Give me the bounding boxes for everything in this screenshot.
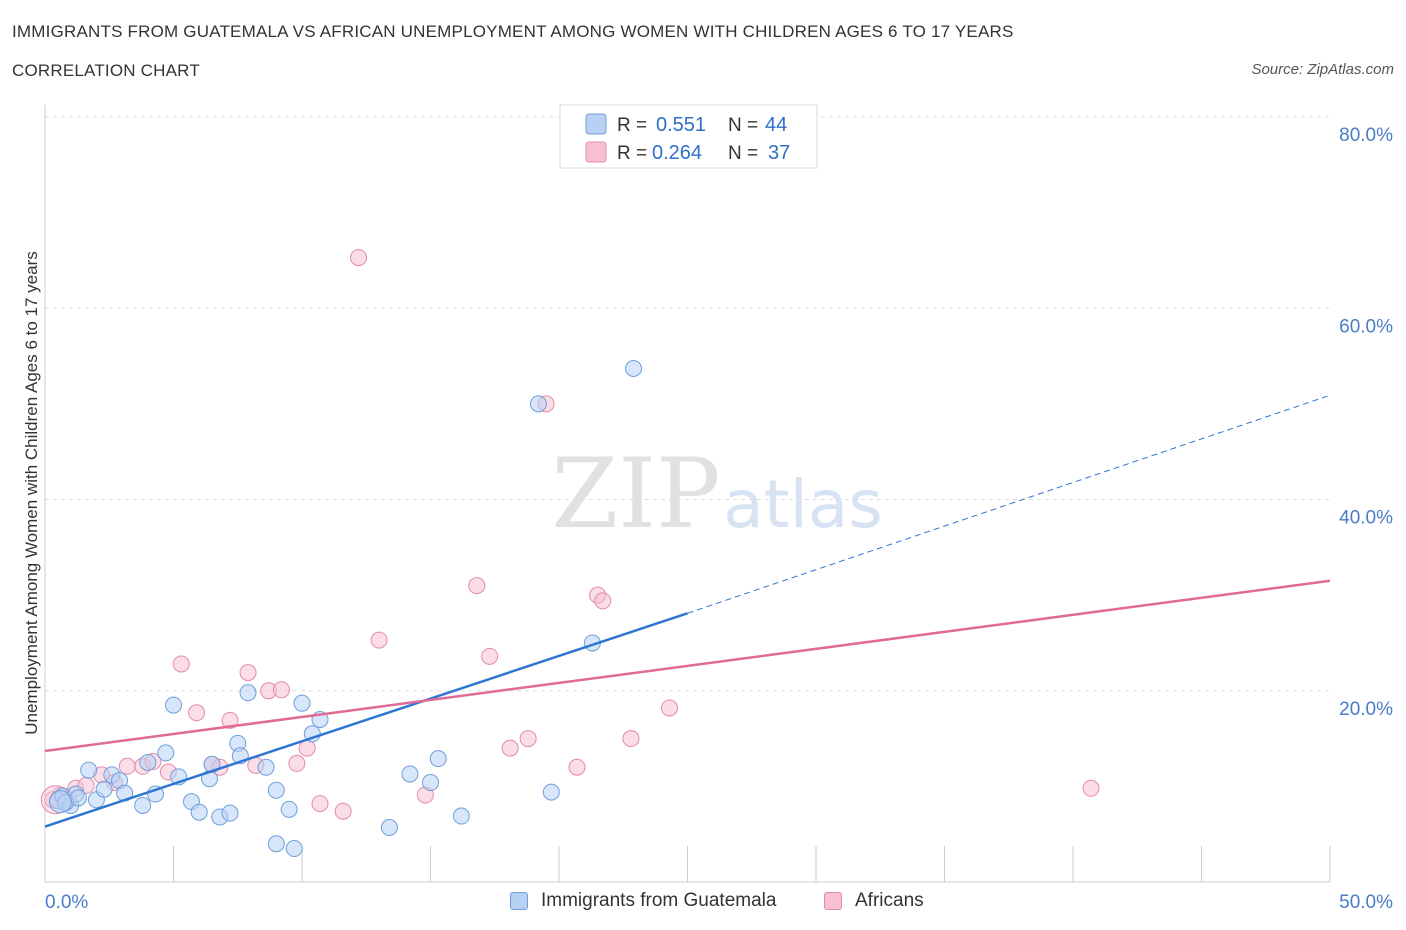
- watermark-atlas: atlas: [723, 466, 883, 543]
- guatemala-point-27: [267, 835, 285, 853]
- africans-point-28: [481, 647, 499, 665]
- stats-legend-swatch-pink: [585, 141, 607, 163]
- legend-label-guatemala: Immigrants from Guatemala: [541, 890, 777, 911]
- grid-layer: [45, 116, 1330, 692]
- stats-legend-r-value-2: 0.264: [652, 142, 702, 164]
- stats-legend: R = 0.551 N = 44 R = 0.264 N = 37: [559, 104, 818, 169]
- series-legend: Immigrants from Guatemala Africans: [0, 888, 1406, 916]
- africans-point-34: [594, 592, 612, 610]
- africans-point-16: [239, 664, 257, 682]
- africans-point-22: [311, 795, 329, 813]
- guatemala-point-10: [134, 797, 152, 814]
- guatemala-point-38: [529, 395, 547, 413]
- axis-layer: [44, 105, 1331, 883]
- x-tick-label-0: 0.0%: [45, 892, 88, 913]
- guatemala-point-24: [239, 684, 257, 702]
- guatemala-point-4: [80, 761, 98, 779]
- africans-point-12: [188, 704, 206, 722]
- guatemala-points: [48, 359, 643, 858]
- africans-point-20: [288, 754, 306, 772]
- africans-point-35: [622, 730, 640, 748]
- legend-item-guatemala: Immigrants from Guatemala: [510, 890, 776, 912]
- stats-legend-n-label-2: N =: [728, 143, 758, 164]
- africans-point-19: [272, 681, 290, 699]
- guatemala-point-30: [293, 694, 311, 712]
- trend-lines: [44, 394, 1331, 828]
- guatemala-point-25: [257, 758, 275, 776]
- stats-legend-n-value-2: 37: [768, 142, 790, 164]
- africans-point-29: [501, 739, 519, 757]
- stats-legend-swatch-blue: [585, 113, 607, 135]
- africans-point-27: [468, 577, 486, 595]
- guatemala-point-13: [157, 744, 175, 762]
- legend-swatch-guatemala: [510, 892, 528, 910]
- axis-labels: 20.0% 40.0% 60.0% 80.0% 0.0% 50.0% Unemploymen…: [22, 125, 1393, 913]
- guatemala-point-6: [95, 780, 113, 798]
- guatemala-point-15: [165, 696, 182, 714]
- watermark: ZIP atlas: [551, 438, 882, 550]
- stats-legend-n-label-1: N =: [728, 115, 758, 136]
- y-tick-label-3: 80.0%: [1339, 125, 1393, 146]
- guatemala-point-34: [401, 765, 419, 783]
- guatemala-point-41: [625, 359, 643, 377]
- guatemala-point-36: [429, 750, 447, 768]
- stats-legend-r-value-1: 0.551: [656, 114, 706, 136]
- guatemala-point-21: [221, 804, 239, 822]
- x-tick-label-1: 50.0%: [1339, 892, 1393, 913]
- y-axis-title: Unemployment Among Women with Children A…: [22, 251, 41, 735]
- africans-point-37: [1082, 779, 1100, 797]
- guatemala-point-17: [190, 803, 208, 821]
- africans-point-11: [172, 655, 190, 673]
- guatemala-point-11: [139, 753, 157, 771]
- y-tick-label-1: 40.0%: [1339, 508, 1393, 529]
- stats-legend-r-label-2: R =: [617, 143, 647, 164]
- africans-point-32: [568, 758, 586, 776]
- chart-subtitle: CORRELATION CHART: [12, 61, 200, 80]
- stats-legend-r-label-1: R =: [617, 115, 647, 136]
- africans-point-7: [118, 757, 136, 775]
- guatemala-point-33: [380, 818, 398, 836]
- guatemala-point-29: [285, 840, 303, 858]
- y-tick-label-0: 20.0%: [1339, 699, 1393, 720]
- chart-title: IMMIGRANTS FROM GUATEMALA VS AFRICAN UNE…: [12, 22, 1014, 41]
- guatemala-point-43: [69, 789, 87, 807]
- guatemala-point-35: [422, 774, 439, 792]
- source-credit: Source: ZipAtlas.com: [1251, 61, 1394, 78]
- africans-point-15: [221, 711, 239, 729]
- guatemala-trend-line: [44, 612, 688, 828]
- legend-item-africans: Africans: [824, 890, 924, 912]
- africans-point-36: [661, 699, 679, 717]
- guatemala-point-26: [267, 781, 285, 799]
- africans-trend-line: [44, 579, 1331, 753]
- guatemala-point-39: [542, 783, 560, 801]
- stats-legend-n-value-1: 44: [765, 114, 787, 136]
- africans-point-24: [350, 249, 368, 267]
- guatemala-cluster-point: [48, 790, 72, 814]
- guatemala-point-37: [452, 807, 470, 825]
- guatemala-point-28: [280, 800, 298, 818]
- africans-point-25: [370, 631, 388, 649]
- y-tick-label-2: 60.0%: [1339, 316, 1393, 337]
- guatemala-trend-extension: [687, 394, 1331, 614]
- legend-swatch-africans: [824, 892, 842, 910]
- africans-point-23: [334, 802, 352, 820]
- africans-point-30: [519, 730, 537, 748]
- watermark-zip: ZIP: [551, 438, 720, 550]
- legend-label-africans: Africans: [855, 890, 924, 911]
